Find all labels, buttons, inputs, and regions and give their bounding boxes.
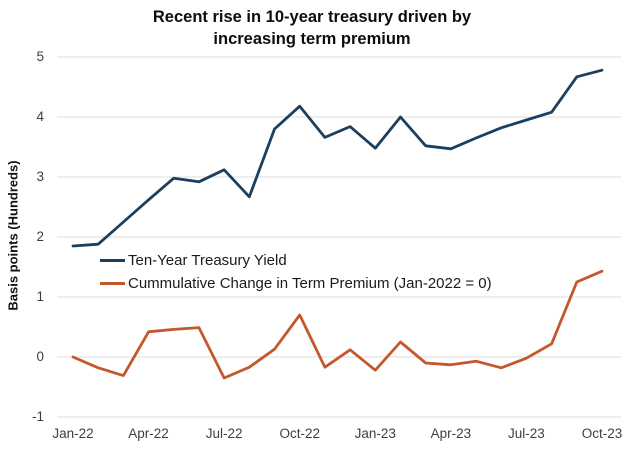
y-tick-label: 3 bbox=[36, 169, 44, 184]
y-tick-label: 0 bbox=[36, 349, 44, 364]
series-line-treasury-yield bbox=[71, 68, 604, 248]
x-tick-label: Jan-23 bbox=[354, 426, 396, 441]
y-tick-label: 5 bbox=[36, 49, 44, 64]
legend-label-term-premium: Cummulative Change in Term Premium (Jan-… bbox=[128, 275, 492, 292]
gridlines bbox=[57, 56, 621, 418]
legend: Ten-Year Treasury Yield Cummulative Chan… bbox=[100, 249, 492, 295]
y-tick-label: 4 bbox=[36, 109, 44, 124]
x-tick-label: Jul-22 bbox=[205, 426, 243, 441]
y-tick-label: 2 bbox=[36, 229, 44, 244]
y-tick-label: -1 bbox=[31, 409, 44, 424]
chart-title: Recent rise in 10-year treasury driven b… bbox=[0, 6, 624, 50]
x-tick-label: Jul-23 bbox=[508, 426, 545, 441]
legend-item-term-premium: Cummulative Change in Term Premium (Jan-… bbox=[100, 272, 492, 295]
series-lines bbox=[71, 68, 604, 380]
term-premium-line-swatch bbox=[100, 282, 125, 285]
x-tick-label: Apr-23 bbox=[430, 426, 472, 441]
x-tick-label: Apr-22 bbox=[128, 426, 169, 441]
legend-item-treasury-yield: Ten-Year Treasury Yield bbox=[100, 249, 492, 272]
x-tick-label: Jan-22 bbox=[52, 426, 94, 441]
series-line-term-premium bbox=[71, 269, 604, 380]
y-tick-label: 1 bbox=[36, 289, 44, 304]
x-tick-label: Oct-22 bbox=[279, 426, 320, 441]
chart-title-line1: Recent rise in 10-year treasury driven b… bbox=[152, 8, 472, 26]
chart-title-line2: increasing term premium bbox=[213, 30, 411, 48]
treasury-yield-line-swatch bbox=[100, 259, 125, 262]
x-tick-label: Oct-23 bbox=[581, 426, 623, 441]
legend-label-treasury-yield: Ten-Year Treasury Yield bbox=[128, 252, 287, 269]
